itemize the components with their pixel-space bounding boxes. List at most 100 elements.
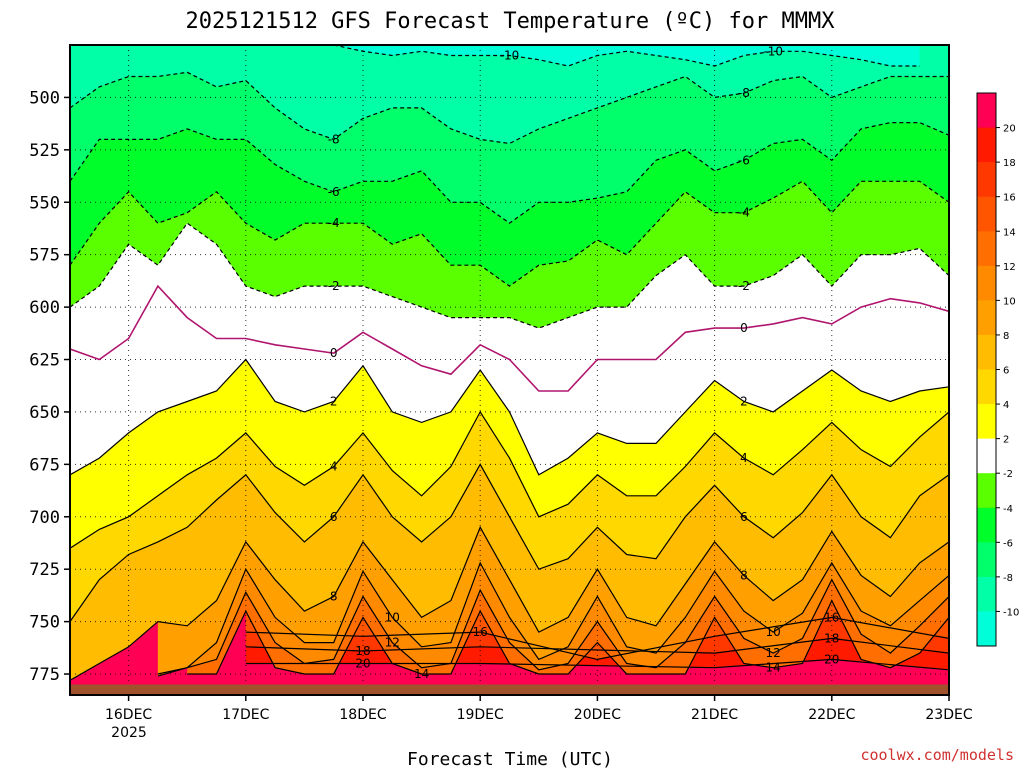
y-tick-label: 725 [29,560,60,580]
isotherm-line [187,599,949,675]
x-tick-label: 23DEC [925,707,972,723]
isotherm-line [70,525,949,681]
isotherm-line [157,578,949,677]
isotherm-line [70,222,949,329]
isotherm-label: -4 [738,206,750,220]
isotherm-line [70,180,949,287]
colorbar-tick-label: 4 [1003,400,1009,411]
isotherm-label: 20 [355,657,370,671]
isotherm-label: -10 [763,44,783,58]
x-tick-label: 16DEC [105,707,152,723]
isotherm-label: 4 [330,459,338,473]
y-tick-label: 575 [29,246,60,266]
y-tick-label: 750 [29,613,60,633]
colorbar-swatch [977,162,996,198]
y-tick-label: 500 [29,88,60,108]
isotherm-label: 12 [385,636,400,650]
isotherm-label: -8 [328,132,340,146]
isotherm-label: 2 [330,394,338,408]
isotherm-label: 2 [740,394,748,408]
x-year-label: 2025 [111,725,147,741]
colorbar-swatch [977,196,996,232]
colorbar-swatch [977,369,996,405]
x-axis-title: Forecast Time (UTC) [407,749,613,768]
y-tick-label: 675 [29,455,60,475]
colorbar-swatch [977,438,996,474]
colorbar-tick-label: -4 [1003,504,1013,515]
isotherm-label: -4 [328,216,340,230]
colorbar-swatch [977,93,996,129]
colorbar-swatch [977,127,996,163]
colorbar-swatch [977,231,996,267]
isotherm-label: 8 [740,568,748,582]
isotherm-label: -6 [738,153,750,167]
x-tick-label: 19DEC [457,707,504,723]
x-tick-label: 22DEC [808,707,855,723]
isotherm-label: 20 [824,652,839,666]
colorbar-swatch [977,300,996,336]
colorbar-tick-label: 10 [1003,296,1016,307]
isotherm-label: 18 [355,644,370,658]
x-tick-label: 17DEC [222,707,269,723]
x-axis: 16DEC 17DEC 18DEC 19DEC 20DEC 21DEC 22DEC 23DEC [105,695,973,723]
x-tick-label: 18DEC [339,707,386,723]
isotherm-line [70,122,949,224]
temp-band-fill [70,45,949,144]
isotherm-label: 8 [330,589,338,603]
y-tick-label: 550 [29,193,60,213]
colorbar-tick-label: 8 [1003,331,1009,342]
isotherm-line [157,561,949,675]
temperature-fill-layers [70,45,949,695]
isotherm-label: 18 [824,631,839,645]
y-tick-label: 600 [29,298,60,318]
isotherm-line [245,616,949,661]
colorbar-tick-label: 2 [1003,435,1009,446]
y-tick-label: 650 [29,403,60,423]
x-tick-label: 20DEC [574,707,621,723]
isotherm-line [70,463,949,622]
isotherm-label: 12 [766,646,781,660]
y-tick-label: 700 [29,508,60,528]
colorbar-tick-label: -10 [1003,607,1019,618]
colorbar-swatch [977,473,996,509]
isotherm-label: -2 [328,279,340,293]
isotherm-line [333,45,920,67]
isotherm-line [70,358,949,476]
credit-label: coolwx.com/models [860,746,1014,764]
isotherm-label: 14 [766,661,781,675]
isotherm-label: 10 [385,610,400,624]
isotherm-label: -6 [328,185,340,199]
isotherm-lines [70,45,949,681]
isotherm-label: 4 [740,451,748,465]
plot-frame [69,44,950,696]
isotherm-label: 6 [740,510,748,524]
colorbar-tick-label: 12 [1003,262,1016,273]
isotherm-label: 16 [473,625,488,639]
isotherm-label: -2 [738,279,750,293]
colorbar-tick-label: 20 [1003,124,1016,135]
isotherm-line [245,658,949,671]
y-tick-label: 625 [29,351,60,371]
isotherm-label: 16 [824,610,839,624]
colorbar-swatch [977,334,996,370]
colorbar-tick-label: -8 [1003,573,1013,584]
colorbar-tick-label: 14 [1003,227,1016,238]
colorbar-tick-label: 18 [1003,158,1016,169]
y-tick-label: 525 [29,141,60,161]
isotherm-label: 14 [414,667,429,681]
colorbar-swatch [977,542,996,578]
isotherm-label: 6 [330,510,338,524]
y-tick-label: 775 [29,665,60,685]
colorbar-tick-label: -6 [1003,538,1013,549]
x-tick-label: 21DEC [691,707,738,723]
isotherm-label: 10 [766,625,781,639]
isotherm-label: -10 [500,48,520,62]
colorbar-swatch [977,265,996,301]
ground-below-surface [70,684,949,695]
colorbar-tick-label: -2 [1003,469,1013,480]
isotherm-label: 0 [330,346,338,360]
colorbar-tick-label: 16 [1003,193,1016,204]
